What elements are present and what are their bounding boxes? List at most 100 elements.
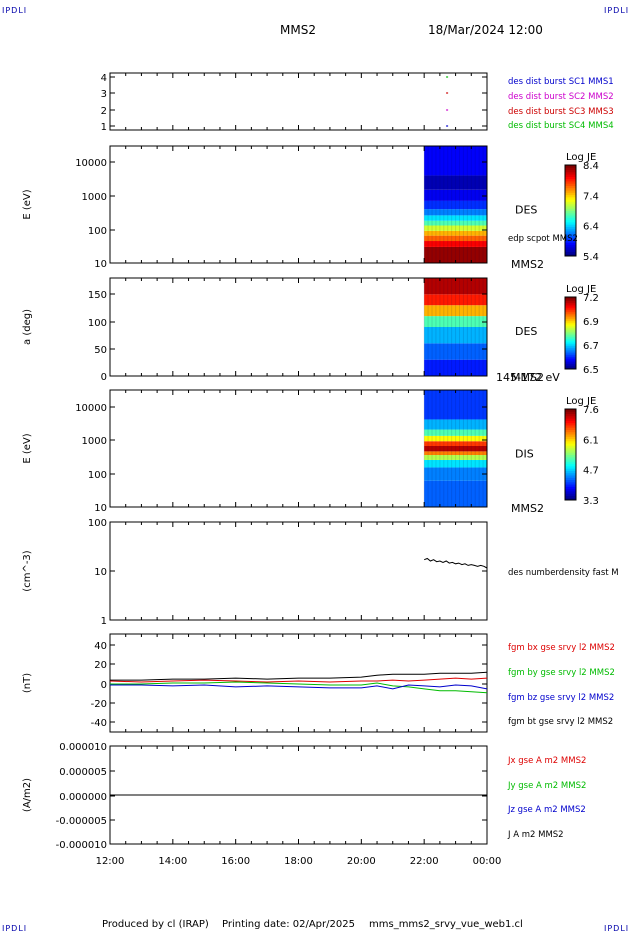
des_pa-band-4: [424, 305, 487, 317]
time-axis-label-3: 18:00: [284, 856, 313, 867]
des_pa-ylabel: a (deg): [22, 309, 33, 345]
dis_e-colorbar-tick-1: 6.1: [583, 435, 599, 446]
des_pa-colorbar-segment-13: [565, 343, 576, 347]
dis_e-colorbar-segment-27: [565, 436, 576, 440]
burst-ytick-label-0: 4: [101, 73, 107, 84]
dis_e-colorbar-segment-14: [565, 465, 576, 469]
des_pa-band-0: [424, 359, 487, 376]
des_pa-colorbar-segment-14: [565, 342, 576, 345]
current-legend-2: Jz gse A m2 MMS2: [507, 805, 586, 815]
dis_e-colorbar-segment-36: [565, 415, 576, 419]
dis_e-colorbar-segment-23: [565, 445, 576, 449]
des_pa-ytick-label-0: 150: [88, 290, 107, 301]
des_e-colorbar-segment-20: [565, 208, 576, 211]
density-ytick-label-0: 100: [88, 518, 107, 529]
des_pa-colorbar-segment-39: [565, 297, 576, 300]
dis_e-colorbar-segment-29: [565, 431, 576, 435]
spacecraft-title: MMS2: [280, 23, 316, 37]
current-ytick-label-2: 0.000000: [59, 792, 107, 803]
b_field-series-line-3: [110, 671, 488, 681]
des_e-right-sublabel: MMS2: [511, 258, 544, 271]
dis_e-colorbar-title: Log JE: [566, 396, 596, 407]
des_pa-ytick-label-1: 100: [88, 318, 107, 329]
density-legend-0: des numberdensity fast M: [508, 568, 619, 578]
des_e-colorbar-segment-8: [565, 235, 576, 239]
des_pa-colorbar-segment-32: [565, 309, 576, 312]
des_pa-colorbar-segment-34: [565, 306, 576, 309]
time-axis-label-6: 00:00: [473, 856, 502, 867]
corner-logo-bottom-right: IPDLI: [604, 924, 630, 933]
dis_e-colorbar-segment-32: [565, 424, 576, 428]
des_pa-colorbar-segment-5: [565, 358, 576, 361]
dis_e-band-10: [424, 390, 487, 420]
dis_e-colorbar-segment-5: [565, 486, 576, 490]
corner-logo-bottom-left: IPDLI: [2, 924, 28, 933]
des_pa-colorbar-segment-10: [565, 349, 576, 352]
b_field-legend-2: fgm bz gse srvy l2 MMS2: [508, 693, 614, 703]
dis_e-colorbar-segment-9: [565, 477, 576, 481]
des_pa-colorbar-segment-33: [565, 307, 576, 311]
des_pa-colorbar-segment-11: [565, 347, 576, 350]
dis_e-colorbar-segment-12: [565, 470, 576, 474]
current-ytick-label-3: -0.000005: [56, 816, 107, 827]
dis_e-colorbar-segment-37: [565, 413, 576, 417]
dis_e-band-6: [424, 441, 487, 446]
des_e-colorbar-segment-29: [565, 187, 576, 191]
des_pa-ytick-label-3: 0: [101, 372, 107, 383]
dis_e-ytick-label-2: 100: [88, 470, 107, 481]
des_pa-colorbar-segment-29: [565, 315, 576, 318]
dis_e-colorbar-segment-38: [565, 411, 576, 415]
b_field-legend-3: fgm bt gse srvy l2 MMS2: [508, 717, 613, 727]
dis_e-colorbar-frame: [564, 408, 577, 501]
dis_e-band-8: [424, 429, 487, 436]
des_pa-colorbar-frame: [564, 296, 577, 370]
time-axis-label-2: 16:00: [221, 856, 250, 867]
dis_e-band-3: [424, 455, 487, 460]
des_pa-colorbar-segment-2: [565, 363, 576, 366]
current-legend-0: Jx gse A m2 MMS2: [507, 756, 586, 766]
des_e-colorbar-segment-35: [565, 174, 576, 177]
current-ytick-label-1: 0.000005: [59, 767, 107, 778]
corner-logo-top-right: IPDLI: [604, 6, 630, 15]
des_e-colorbar-segment-2: [565, 249, 576, 252]
des_pa-colorbar-segment-26: [565, 320, 576, 323]
des_pa-colorbar-segment-23: [565, 325, 576, 329]
dis_e-colorbar-segment-24: [565, 443, 576, 446]
des_pa-colorbar-tick-1: 6.9: [583, 317, 599, 328]
des_pa-colorbar-segment-8: [565, 352, 576, 356]
des_e-band-6: [424, 215, 487, 221]
des_e-band-3: [424, 230, 487, 236]
dis_e-colorbar-tick-3: 3.3: [583, 496, 599, 507]
dis_e-band-7: [424, 435, 487, 442]
dis_e-colorbar-segment-2: [565, 493, 576, 496]
current-legend-1: Jy gse A m2 MMS2: [507, 781, 586, 791]
des_e-colorbar-segment-22: [565, 203, 576, 207]
des_pa-colorbar-segment-6: [565, 356, 576, 359]
dis_e-colorbar-segment-30: [565, 429, 576, 433]
footer-filename: mms_mms2_srvy_vue_web1.cl: [369, 919, 523, 930]
des_pa-colorbar-segment-35: [565, 304, 576, 307]
current-ytick-label-4: -0.000010: [56, 840, 107, 851]
des_e-band-7: [424, 209, 487, 216]
des_pa-colorbar-segment-24: [565, 324, 576, 327]
des_e-colorbar-segment-31: [565, 183, 576, 186]
dis_e-right-sublabel: MMS2: [511, 502, 544, 515]
des_pa-colorbar-segment-7: [565, 354, 576, 357]
des_pa-colorbar-tick-3: 6.5: [583, 365, 599, 376]
dis_e-colorbar-segment-39: [565, 409, 576, 412]
des_e-colorbar-segment-38: [565, 167, 576, 171]
des_e-band-4: [424, 225, 487, 231]
burst-legend-3: des dist burst SC4 MMS4: [508, 121, 614, 131]
burst-ytick-label-3: 1: [101, 122, 107, 133]
des_e-colorbar-segment-12: [565, 226, 576, 230]
des_pa-colorbar-segment-30: [565, 313, 576, 316]
des_e-colorbar-segment-0: [565, 253, 576, 257]
burst-legend-2: des dist burst SC3 MMS3: [508, 107, 614, 117]
des_e-band-11: [424, 146, 487, 176]
time-axis-label-1: 14:00: [158, 856, 187, 867]
dis_e-colorbar-segment-7: [565, 481, 576, 485]
time-axis-label-5: 22:00: [410, 856, 439, 867]
des_pa-colorbar-segment-37: [565, 300, 576, 303]
des_e-colorbar-segment-21: [565, 205, 576, 209]
des_pa-band-1: [424, 343, 487, 360]
